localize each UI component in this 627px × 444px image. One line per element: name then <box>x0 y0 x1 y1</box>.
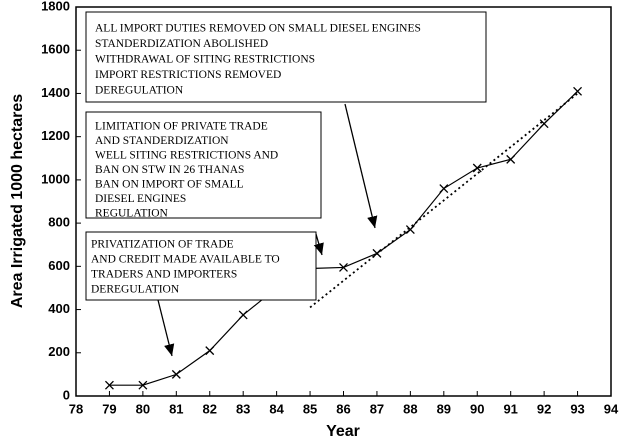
y-tick-label: 400 <box>48 301 70 316</box>
annotation-text: BAN ON STW IN 26 THANAS <box>95 164 244 176</box>
annotation-text: REGULATION <box>95 208 169 220</box>
y-tick-label: 800 <box>48 215 70 230</box>
annotation-box <box>85 111 322 219</box>
x-tick-label: 87 <box>370 401 384 416</box>
data-point <box>573 86 583 96</box>
y-tick-label: 200 <box>48 344 70 359</box>
data-point <box>472 163 482 173</box>
data-point <box>104 380 114 390</box>
data-point <box>506 154 516 164</box>
annotation-text: DEREGULATION <box>91 284 180 296</box>
x-tick-label: 89 <box>437 401 451 416</box>
x-tick-label: 92 <box>537 401 551 416</box>
x-axis-label: Year <box>326 423 360 440</box>
data-point <box>439 184 449 193</box>
annotation-text: LIMITATION OF PRIVATE TRADE <box>95 121 268 133</box>
annotation-text: WELL SITING RESTRICTIONS AND <box>95 150 278 162</box>
annotation-box <box>85 231 317 301</box>
y-tick-label: 1600 <box>41 42 70 57</box>
x-tick-label: 91 <box>503 401 517 416</box>
annotation-arrow <box>344 103 378 229</box>
x-tick-label: 82 <box>203 401 217 416</box>
annotation-text: BAN ON IMPORT OF SMALL <box>95 179 244 191</box>
annotation-text: ALL IMPORT DUTIES REMOVED ON SMALL DIESE… <box>95 23 421 35</box>
annotation-text: AND CREDIT MADE AVAILABLE TO <box>91 254 280 266</box>
annotation-text: WITHDRAWAL OF SITING RESTRICTIONS <box>95 54 315 66</box>
annotation-text: STANDERDIZATION ABOLISHED <box>95 38 268 50</box>
x-tick-label: 93 <box>570 401 584 416</box>
data-point <box>138 380 148 390</box>
y-tick-label: 1000 <box>41 171 70 186</box>
x-tick-label: 79 <box>102 401 116 416</box>
annotation-arrow <box>157 299 175 357</box>
trend-line <box>309 92 579 309</box>
data-point <box>339 262 348 272</box>
x-tick-label: 83 <box>236 401 250 416</box>
annotation-text: TRADERS AND IMPORTERS <box>91 269 237 281</box>
y-tick-label: 0 <box>63 387 70 402</box>
annotation-text: PRIVATIZATION OF TRADE <box>91 239 234 251</box>
annotation-text: IMPORT RESTRICTIONS REMOVED <box>95 69 281 81</box>
data-point <box>539 119 549 129</box>
y-tick-label: 600 <box>48 258 70 273</box>
y-tick-label: 1200 <box>41 128 70 143</box>
x-tick-label: 80 <box>136 401 150 416</box>
data-point <box>238 310 248 320</box>
y-tick-label: 1400 <box>41 85 70 100</box>
data-point <box>205 346 215 356</box>
y-tick-label: 1800 <box>41 0 70 13</box>
x-tick-label: 78 <box>69 401 83 416</box>
annotation-text: AND STANDERDIZATION <box>95 135 229 147</box>
annotation-box <box>85 11 487 103</box>
data-point <box>405 225 415 235</box>
x-tick-label: 94 <box>604 401 619 416</box>
annotation-text: DIESEL ENGINES <box>95 193 186 205</box>
x-tick-label: 84 <box>269 401 284 416</box>
annotation-text: DEREGULATION <box>95 85 184 97</box>
x-tick-label: 90 <box>470 401 484 416</box>
x-tick-label: 81 <box>169 401 183 416</box>
data-point <box>171 369 181 379</box>
x-tick-label: 85 <box>303 401 317 416</box>
annotation-arrow <box>313 233 324 256</box>
x-tick-label: 88 <box>403 401 417 416</box>
y-axis-label: Area Irrigated 1000 hectares <box>9 94 26 308</box>
x-tick-label: 86 <box>336 401 350 416</box>
